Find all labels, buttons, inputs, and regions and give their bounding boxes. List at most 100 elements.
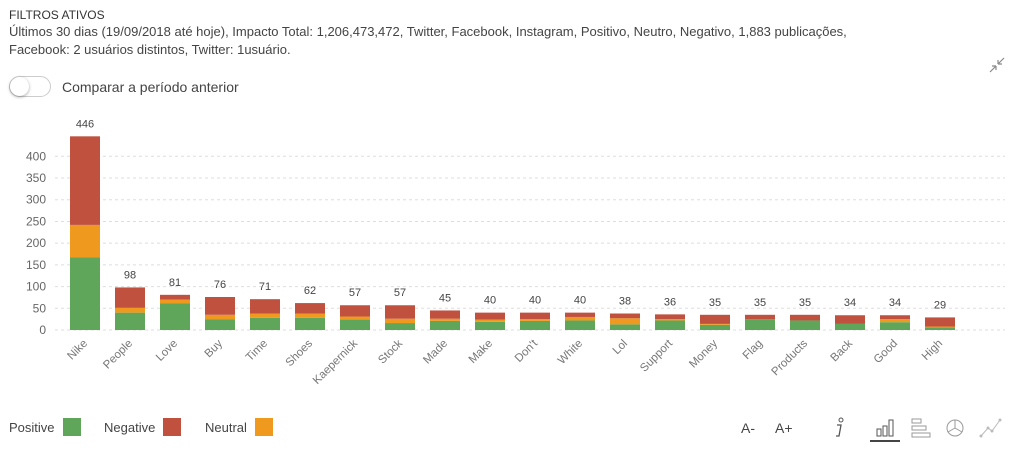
bar-total-label: 36 xyxy=(664,296,676,308)
bar-positive xyxy=(295,317,325,330)
horizontal-bar-icon[interactable] xyxy=(910,416,936,440)
x-tick-label: Money xyxy=(687,337,720,370)
bar-positive xyxy=(565,320,595,330)
collapse-icon[interactable] xyxy=(988,56,1006,77)
x-tick-label: Products xyxy=(770,337,811,378)
bar-total-label: 71 xyxy=(259,281,271,293)
x-tick-label: White xyxy=(556,338,585,367)
bar-negative xyxy=(655,314,685,320)
bar-negative xyxy=(340,305,370,317)
active-filters-title: FILTROS ATIVOS xyxy=(9,8,105,22)
toggle-knob[interactable] xyxy=(10,77,29,96)
x-tick-label: Nike xyxy=(65,338,90,363)
bar-chart-icon[interactable] xyxy=(870,416,900,442)
bar-total-label: 38 xyxy=(619,295,631,307)
bar-positive xyxy=(205,319,235,330)
filters-line-2: Facebook: 2 usuários distintos, Twitter:… xyxy=(9,42,291,57)
bar-neutral xyxy=(115,307,145,313)
x-tick-label: High xyxy=(920,338,945,363)
bar-neutral xyxy=(925,326,955,328)
bar-total-label: 40 xyxy=(529,295,541,307)
bar-neutral xyxy=(655,319,685,321)
bar-positive xyxy=(790,320,820,330)
bar-negative xyxy=(385,305,415,319)
bar-positive xyxy=(700,324,730,330)
bar-positive xyxy=(115,312,145,330)
bar-negative xyxy=(610,313,640,319)
legend-label: Negative xyxy=(104,419,156,435)
legend-swatch xyxy=(163,418,182,436)
bar-neutral xyxy=(340,316,370,320)
bar-positive xyxy=(430,320,460,330)
x-tick-label: Buy xyxy=(203,337,226,360)
legend-item-positive[interactable]: Positive xyxy=(9,418,81,436)
bar-positive xyxy=(385,323,415,330)
bar-negative xyxy=(565,312,595,317)
bar-total-label: 35 xyxy=(754,297,766,309)
bar-total-label: 98 xyxy=(124,269,136,281)
bar-positive xyxy=(745,319,775,330)
bar-neutral xyxy=(520,319,550,321)
y-tick-label: 50 xyxy=(33,301,47,315)
bar-positive xyxy=(160,303,190,330)
bar-negative xyxy=(520,312,550,320)
filters-line-1: Últimos 30 dias (19/09/2018 até hoje), I… xyxy=(9,24,847,39)
legend-item-negative[interactable]: Negative xyxy=(104,418,182,436)
bar-total-label: 446 xyxy=(76,118,94,130)
y-tick-label: 0 xyxy=(39,323,46,337)
bar-total-label: 62 xyxy=(304,285,316,297)
bar-negative xyxy=(70,136,100,225)
legend-label: Positive xyxy=(9,419,55,435)
bar-total-label: 35 xyxy=(799,297,811,309)
legend-swatch xyxy=(62,418,81,436)
bar-negative xyxy=(790,314,820,321)
bar-chart: 0 50 100 150 200 250 300 350 400 446 Nike 98 People 8… xyxy=(26,118,1005,387)
x-tick-label: Back xyxy=(829,337,856,364)
pie-chart-icon[interactable] xyxy=(943,416,969,440)
y-tick-label: 200 xyxy=(26,236,46,250)
y-tick-label: 300 xyxy=(26,193,46,207)
bar-positive xyxy=(340,319,370,330)
x-tick-label: People xyxy=(101,338,135,372)
bar-neutral xyxy=(70,224,100,258)
x-tick-label: Kaepernick xyxy=(311,337,360,386)
bar-positive xyxy=(520,320,550,330)
compare-toggle[interactable] xyxy=(9,76,51,97)
bar-negative xyxy=(250,299,280,314)
bar-positive xyxy=(880,322,910,330)
x-tick-label: Lol xyxy=(611,338,630,357)
bar-negative xyxy=(475,312,505,320)
bar-negative xyxy=(160,294,190,300)
bar-neutral xyxy=(295,313,325,318)
bar-positive xyxy=(70,257,100,330)
bar-total-label: 40 xyxy=(484,295,496,307)
bar-positive xyxy=(610,324,640,330)
bar-total-label: 76 xyxy=(214,279,226,291)
x-tick-label: Made xyxy=(421,338,450,367)
line-chart-icon[interactable] xyxy=(978,416,1004,440)
font-increase-button[interactable]: A+ xyxy=(775,420,793,436)
bar-neutral xyxy=(880,319,910,323)
bar-negative xyxy=(745,314,775,320)
bar-total-label: 57 xyxy=(349,287,361,299)
bar-total-label: 29 xyxy=(934,299,946,311)
bar-neutral xyxy=(610,318,640,325)
bar-total-label: 34 xyxy=(889,297,901,309)
x-tick-label: Flag xyxy=(741,338,765,362)
bar-positive xyxy=(835,323,865,330)
legend-item-neutral[interactable]: Neutral xyxy=(205,418,273,436)
bar-negative xyxy=(295,303,325,314)
y-tick-label: 350 xyxy=(26,171,46,185)
compare-toggle-label: Comparar a período anterior xyxy=(62,79,239,95)
x-tick-label: Make xyxy=(467,338,495,366)
bar-total-label: 81 xyxy=(169,277,181,289)
bar-negative xyxy=(880,315,910,320)
x-tick-label: Stock xyxy=(376,337,405,366)
legend-label: Neutral xyxy=(205,419,247,435)
info-icon[interactable] xyxy=(827,416,853,440)
font-decrease-button[interactable]: A- xyxy=(741,420,755,436)
x-tick-label: Don't xyxy=(513,337,541,365)
y-tick-label: 250 xyxy=(26,214,46,228)
bar-positive xyxy=(250,317,280,330)
bar-neutral xyxy=(205,314,235,320)
